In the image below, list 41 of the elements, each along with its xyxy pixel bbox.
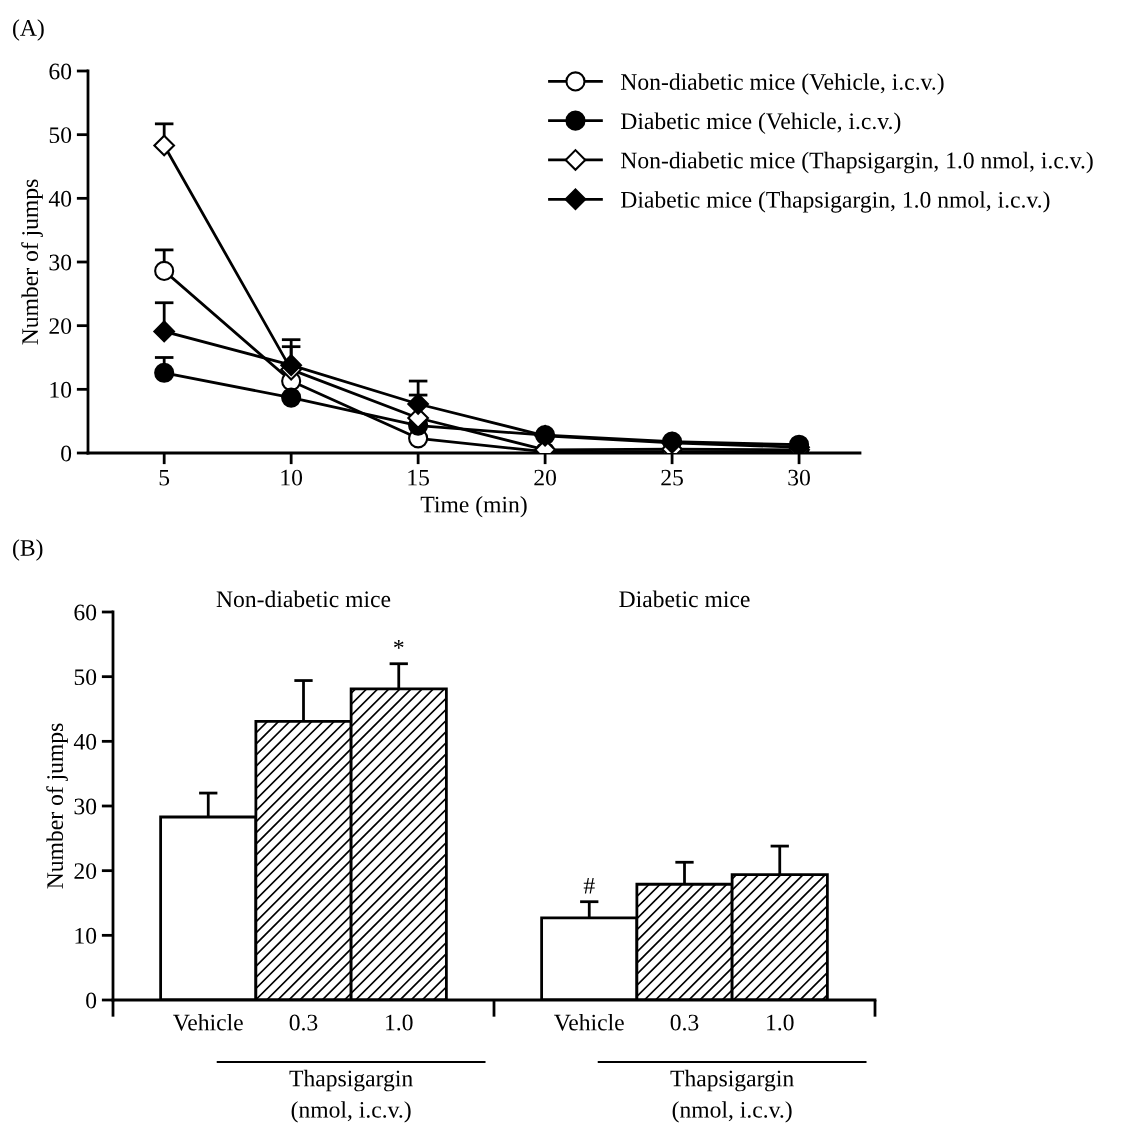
x-tick-label: Vehicle	[173, 1013, 243, 1031]
y-tick-label: 50	[74, 669, 97, 686]
x-axis-title: Time (min)	[420, 495, 527, 518]
y-tick-label: 0	[86, 992, 97, 1009]
legend-label: Diabetic mice (Vehicle, i.c.v.)	[621, 112, 901, 134]
y-tick-label: 10	[50, 381, 72, 398]
x-tick-label: 25	[661, 469, 683, 486]
y-tick-label: 40	[73, 733, 97, 750]
x-tick-label: 30	[788, 469, 810, 486]
x-tick-label: 0.3	[289, 1014, 318, 1031]
y-tick-label: 20	[49, 318, 72, 335]
y-tick-label: 30	[49, 254, 72, 271]
text: Diabetic mice	[619, 590, 750, 608]
x-tick-label: 5	[159, 469, 170, 486]
y-tick-label: 40	[48, 190, 72, 207]
data-label: *	[394, 640, 404, 649]
y-tick-label: 10	[75, 927, 97, 944]
text: Thapsigargin (nmol, i.c.v.)	[289, 1069, 413, 1123]
x-tick-label: 15	[408, 469, 430, 486]
y-tick-label: 20	[74, 863, 97, 880]
legend-label: Diabetic mice (Thapsigargin, 1.0 nmol, i.c.v.)	[621, 191, 1050, 213]
y-tick-label: 60	[74, 604, 97, 621]
x-tick-label: Vehicle	[554, 1013, 624, 1031]
y-tick-label: 30	[74, 798, 97, 815]
x-tick-label: 20	[534, 469, 557, 486]
text: (A)	[13, 19, 44, 41]
legend-label: Non-diabetic mice (Vehicle, i.c.v.)	[621, 73, 944, 95]
y-axis-title: Number of jumps	[21, 179, 43, 345]
y-tick-label: 0	[61, 445, 72, 462]
legend-label: Non-diabetic mice (Thapsigargin, 1.0 nmol, i.c.v.)	[621, 151, 1093, 174]
text: Non-diabetic mice	[216, 590, 391, 608]
y-axis-title: Number of jumps	[46, 723, 68, 889]
text: (B)	[13, 539, 43, 561]
x-tick-label: 10	[281, 469, 303, 486]
x-tick-label: 1.0	[767, 1014, 794, 1031]
x-tick-label: 1.0	[386, 1014, 413, 1031]
y-tick-label: 50	[49, 127, 72, 144]
y-tick-label: 60	[49, 63, 72, 80]
text: Thapsigargin (nmol, i.c.v.)	[670, 1069, 794, 1123]
x-tick-label: 0.3	[670, 1014, 699, 1031]
data-label: #	[583, 877, 595, 894]
